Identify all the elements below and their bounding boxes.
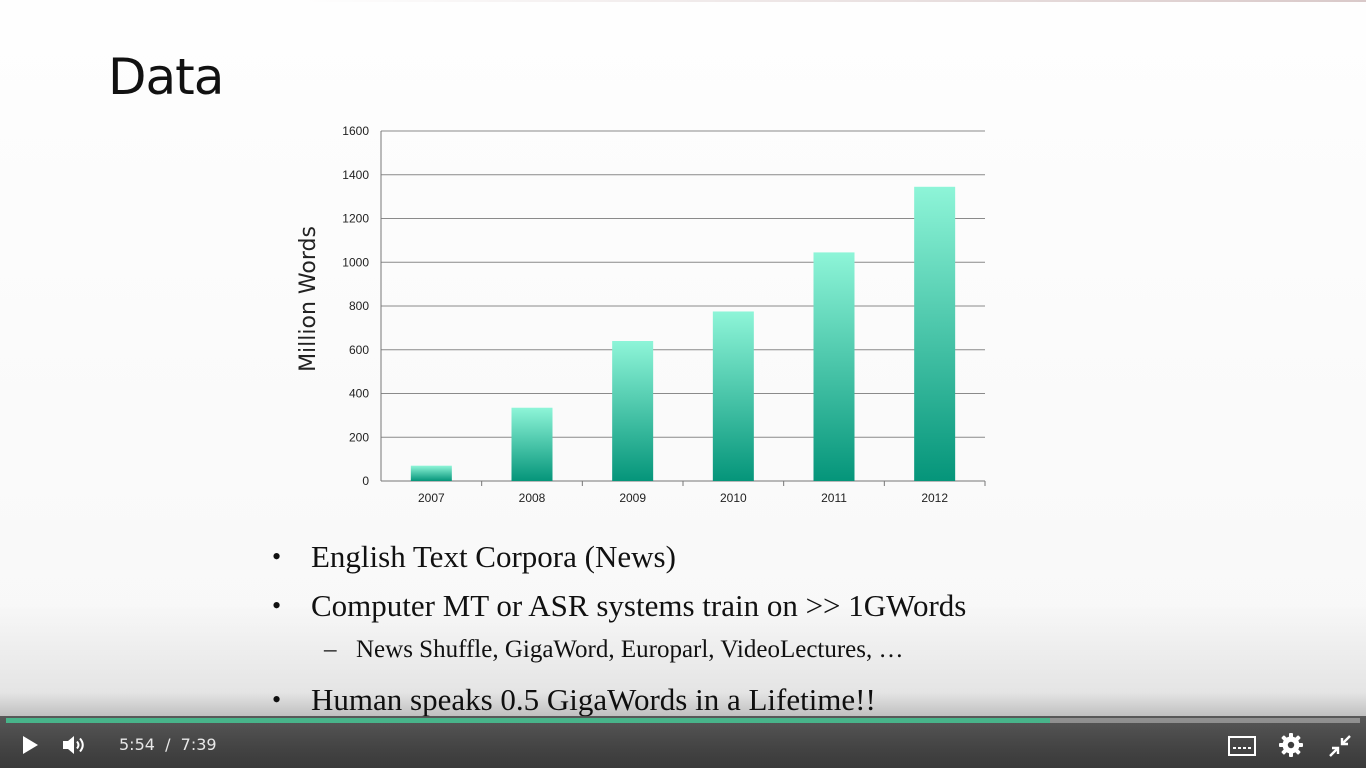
sub-bullet-item: – News Shuffle, GigaWord, Europarl, Vide… [268, 635, 1088, 680]
y-axis-label: Million Words [296, 226, 321, 372]
play-icon[interactable] [20, 735, 40, 755]
bullet-text: English Text Corpora (News) [311, 539, 676, 574]
y-tick-label: 1200 [342, 212, 369, 226]
bar [914, 186, 956, 481]
bar [712, 311, 754, 481]
bullet-text: Computer MT or ASR systems train on >> 1… [311, 588, 967, 623]
bullet-list: • English Text Corpora (News) • Computer… [268, 537, 1088, 729]
player-controls: 5:54 / 7:39 [0, 716, 1366, 768]
bar [410, 465, 452, 481]
exit-fullscreen-icon[interactable] [1328, 734, 1352, 758]
volume-icon[interactable] [62, 734, 88, 756]
y-tick-label: 1600 [342, 124, 369, 138]
duration: 7:39 [180, 735, 217, 754]
y-tick-label: 600 [349, 343, 369, 357]
x-tick-label: 2011 [821, 491, 847, 505]
y-tick-label: 1400 [342, 168, 369, 182]
bullet-marker: • [272, 685, 282, 714]
bar [813, 252, 855, 481]
slide-title: Data [108, 48, 224, 106]
y-tick-label: 200 [349, 430, 369, 444]
gear-icon[interactable] [1279, 733, 1303, 757]
x-tick-label: 2009 [619, 491, 646, 505]
y-tick-label: 400 [349, 387, 369, 401]
time-separator: / [165, 735, 171, 754]
progress-bar[interactable] [6, 718, 1360, 723]
bar-chart: 0 200 400 600 800 1000 1200 1400 1600 Million Wor… [296, 124, 986, 505]
time-display: 5:54 / 7:39 [119, 735, 217, 754]
bar [511, 407, 553, 481]
bullet-item: • English Text Corpora (News) [268, 537, 1088, 586]
bar [612, 341, 654, 481]
bullet-text: Human speaks 0.5 GigaWords in a Lifetime… [311, 682, 876, 717]
x-tick-label: 2008 [519, 491, 546, 505]
progress-played [6, 718, 1050, 723]
y-tick-label: 0 [362, 474, 369, 488]
slide-top-rule [300, 0, 1366, 2]
bullet-item: • Computer MT or ASR systems train on >>… [268, 586, 1088, 635]
x-tick-label: 2007 [418, 491, 445, 505]
y-tick-label: 1000 [342, 255, 369, 269]
x-tick-label: 2012 [921, 491, 948, 505]
y-tick-label: 800 [349, 299, 369, 313]
sub-bullet-marker: – [324, 636, 337, 663]
captions-icon[interactable] [1228, 736, 1256, 756]
current-time: 5:54 [119, 735, 155, 754]
bullet-marker: • [272, 542, 282, 571]
bullet-marker: • [272, 591, 282, 620]
x-tick-label: 2010 [720, 491, 747, 505]
sub-bullet-text: News Shuffle, GigaWord, Europarl, VideoL… [356, 636, 904, 663]
